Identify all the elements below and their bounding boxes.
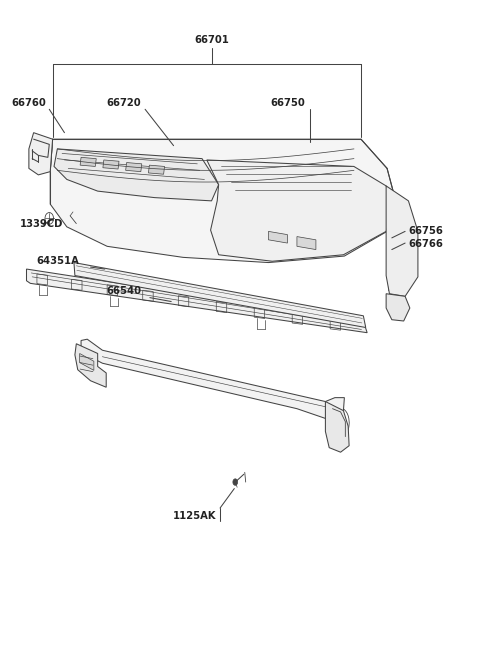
Polygon shape bbox=[26, 269, 367, 333]
Polygon shape bbox=[297, 236, 316, 250]
Text: 66766: 66766 bbox=[408, 239, 444, 250]
Text: 66760: 66760 bbox=[12, 98, 46, 108]
Polygon shape bbox=[80, 157, 96, 166]
Text: 66701: 66701 bbox=[194, 35, 229, 45]
Circle shape bbox=[45, 213, 54, 224]
Circle shape bbox=[233, 479, 238, 485]
Circle shape bbox=[394, 255, 407, 273]
Polygon shape bbox=[148, 165, 165, 174]
Polygon shape bbox=[29, 133, 53, 175]
Bar bbox=[388, 274, 403, 290]
Polygon shape bbox=[126, 162, 142, 172]
Polygon shape bbox=[80, 354, 94, 370]
Polygon shape bbox=[103, 160, 119, 169]
Polygon shape bbox=[268, 231, 288, 243]
Text: 64351A: 64351A bbox=[36, 256, 79, 266]
Text: 66720: 66720 bbox=[107, 98, 141, 108]
Text: 1339CD: 1339CD bbox=[19, 219, 63, 229]
Text: 1125AK: 1125AK bbox=[173, 511, 216, 521]
Polygon shape bbox=[207, 160, 396, 261]
Polygon shape bbox=[386, 186, 418, 296]
Text: 66540: 66540 bbox=[106, 286, 141, 296]
Bar bbox=[30, 145, 38, 151]
Text: 66756: 66756 bbox=[408, 227, 444, 236]
Polygon shape bbox=[54, 149, 219, 201]
Polygon shape bbox=[325, 402, 349, 452]
Polygon shape bbox=[50, 139, 396, 263]
Text: 66750: 66750 bbox=[270, 98, 305, 108]
Ellipse shape bbox=[330, 408, 349, 439]
Bar bbox=[30, 161, 38, 166]
Polygon shape bbox=[74, 263, 366, 328]
Polygon shape bbox=[386, 293, 410, 321]
Polygon shape bbox=[75, 344, 106, 387]
Bar bbox=[30, 153, 38, 159]
Polygon shape bbox=[81, 339, 344, 419]
Circle shape bbox=[395, 277, 403, 288]
Circle shape bbox=[81, 177, 91, 190]
